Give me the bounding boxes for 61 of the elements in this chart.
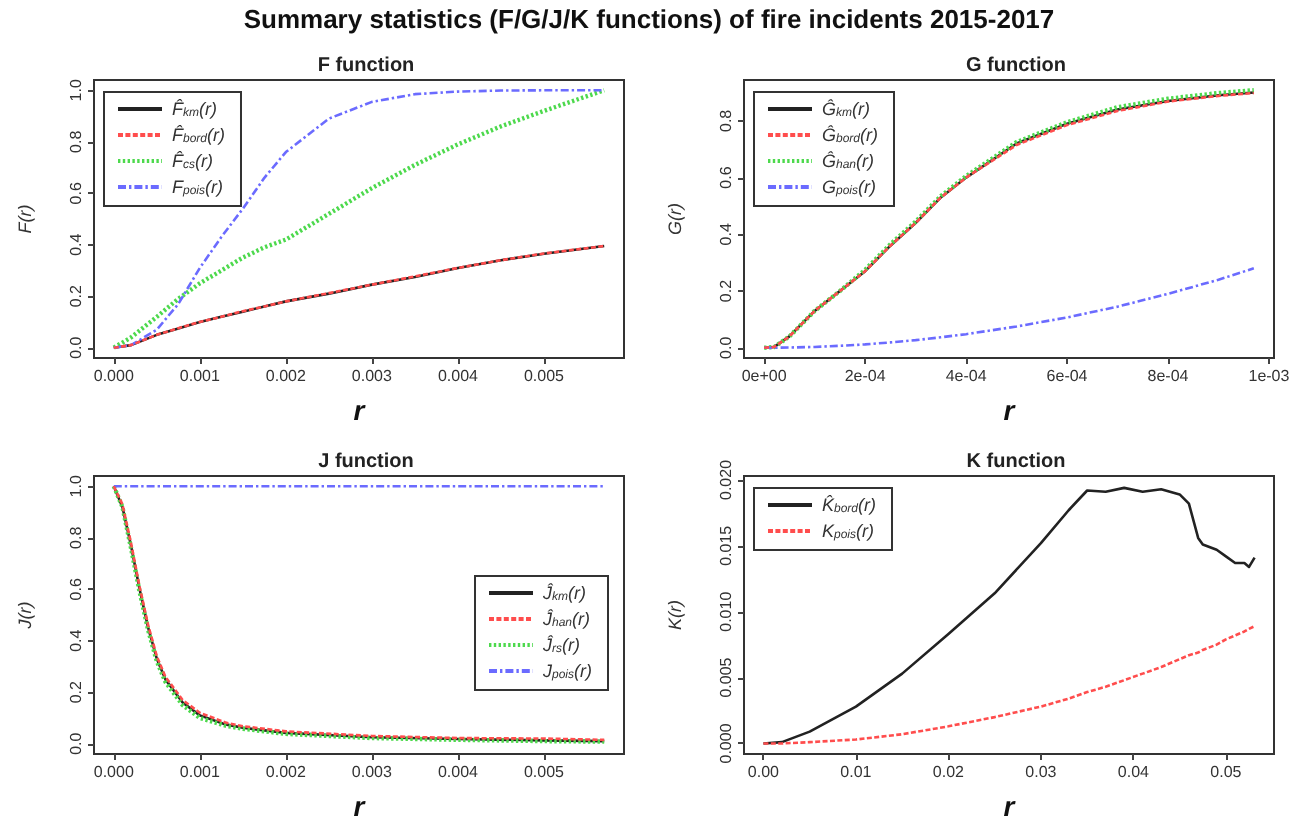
y-tick-label: 0.4 [717,222,735,246]
x-tick-label: 0.005 [523,367,566,385]
y-tick-label: 0.8 [717,108,735,132]
y-tick-label: 0.4 [67,628,85,652]
y-tick-label: 0.8 [67,525,85,549]
x-axis-title: r [353,394,368,426]
x-tick-label: 0.002 [265,763,307,781]
x-tick-label: 0.005 [523,763,566,781]
x-tick-label: 0.04 [1117,763,1151,781]
text: Summary statistics (F/G/J/K functions) of fire incidents 2015-2017 [241,2,1057,38]
chart-title: K function [966,451,1066,473]
y-axis-title: J(r) [15,601,35,631]
x-tick-label: 0.003 [351,763,394,781]
y-tick-label: 1.0 [67,474,85,498]
y-tick-label: 0.8 [67,129,85,153]
y-axis-title: F(r) [15,204,35,234]
x-tick-label: 0.002 [265,367,307,385]
x-tick-label: 2e-04 [844,367,887,385]
x-tick-label: 0.001 [179,763,221,781]
x-tick-label: 0.003 [351,367,394,385]
line-series [762,624,1256,745]
y-axis-title: K(r) [665,600,685,630]
x-tick-label: 0.004 [437,367,480,385]
y-tick-label: 0.0 [67,335,85,359]
x-axis-title: r [353,790,368,822]
line-series [762,486,1256,745]
chart-title: G function [966,55,1066,77]
y-tick-label: 0.6 [67,577,85,601]
x-tick-label: 0.001 [179,367,221,385]
x-axis-title: r [1003,790,1018,822]
x-tick-label: 0.000 [93,367,135,385]
y-tick-label: 0.6 [717,165,735,189]
x-axis-title: r [1003,394,1018,426]
x-tick-label: 0.02 [932,763,966,781]
x-tick-label: 0.00 [747,763,781,781]
x-tick-label: 0.01 [840,763,873,781]
y-tick-label: 0.2 [67,680,85,704]
x-tick-label: 0.03 [1025,763,1058,781]
x-tick-label: 6e-04 [1046,367,1089,385]
x-tick-label: 0e+00 [741,367,788,385]
x-tick-label: 4e-04 [945,367,988,385]
y-tick-label: 0.2 [717,278,735,303]
y-tick-label: 0.0 [717,335,735,359]
y-tick-label: 0.010 [717,590,735,632]
y-tick-label: 0.015 [717,524,735,566]
y-axis-title: G(r) [665,203,685,235]
chart-title: F function [317,55,415,77]
x-tick-label: 1e-03 [1248,367,1291,385]
y-tick-label: 0.005 [717,656,735,698]
y-tick-label: 1.0 [67,78,85,102]
y-tick-label: 0.2 [67,284,85,308]
chart-title: J function [318,451,414,473]
y-tick-label: 0.020 [717,458,735,500]
line-series [112,244,606,349]
y-tick-label: 0.4 [67,232,85,256]
y-tick-label: 0.6 [67,181,85,205]
x-tick-label: 0.000 [93,763,135,781]
x-tick-label: 0.05 [1210,763,1243,781]
x-tick-label: 0.004 [437,763,480,781]
y-tick-label: 0.0 [67,731,85,755]
x-tick-label: 8e-04 [1147,367,1190,385]
